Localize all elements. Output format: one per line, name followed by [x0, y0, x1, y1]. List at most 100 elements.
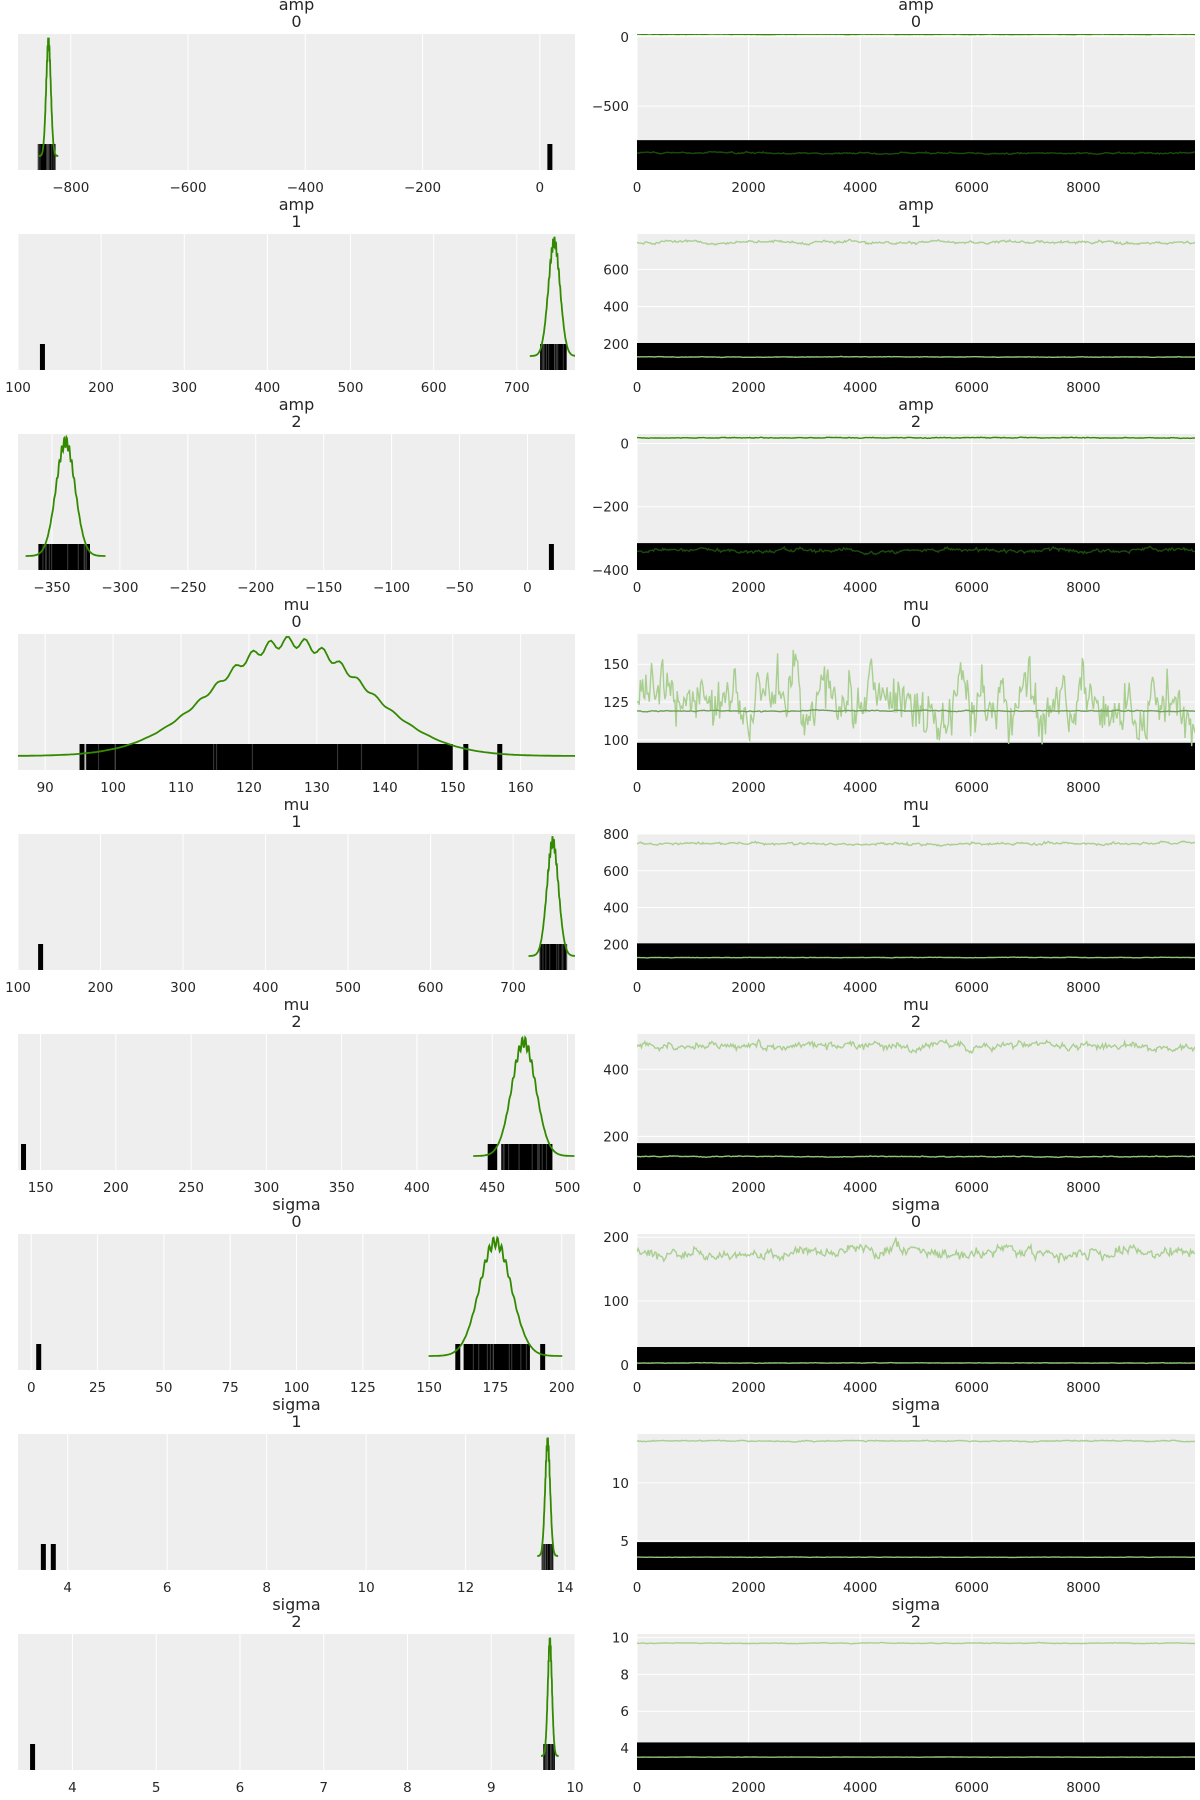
x-tick-label: 0 [633, 1580, 642, 1596]
x-tick-label: 400 [404, 1180, 430, 1196]
rug-dense [85, 744, 453, 770]
x-tick-label: 450 [479, 1180, 505, 1196]
x-tick-label: 0 [523, 580, 532, 596]
panel-title-var: sigma [272, 1195, 320, 1214]
x-tick-label: 120 [236, 780, 262, 796]
panel-title-var: amp [279, 0, 315, 14]
rug-bar [463, 744, 469, 770]
x-tick-label: 500 [338, 380, 364, 396]
x-tick-label: 140 [372, 780, 398, 796]
panel-title-var: amp [279, 195, 315, 214]
plot-area [30, 1637, 559, 1770]
trace-line [637, 1641, 1195, 1645]
x-tick-label: 100 [5, 980, 31, 996]
plot-area [25, 434, 554, 570]
trace-block [637, 742, 1195, 770]
x-tick-label: 300 [171, 380, 197, 396]
plot-area [637, 1237, 1195, 1370]
x-tick-label: 4000 [843, 180, 877, 196]
y-tick-label: 4 [620, 1741, 629, 1757]
x-tick-label: 130 [304, 780, 330, 796]
trace-block [637, 1542, 1195, 1570]
plot-background [18, 1434, 575, 1570]
x-tick-label: 500 [335, 980, 361, 996]
trace-line [637, 1155, 1195, 1159]
plot-area [39, 236, 575, 370]
plot-area [36, 1235, 563, 1370]
y-tick-label: 400 [603, 300, 629, 316]
x-tick-label: 75 [222, 1380, 239, 1396]
y-tick-label: 0 [620, 30, 629, 46]
y-tick-label: 200 [603, 1129, 629, 1145]
y-tick-label: 0 [620, 436, 629, 452]
kde-curve [38, 37, 59, 157]
y-tick-label: 5 [620, 1534, 629, 1550]
x-tick-label: 90 [37, 780, 54, 796]
x-tick-label: 4000 [843, 1380, 877, 1396]
x-tick-label: 500 [555, 1180, 581, 1196]
x-tick-label: 2000 [731, 780, 765, 796]
panel-title-var: sigma [892, 1195, 940, 1214]
x-tick-label: 8000 [1066, 580, 1100, 596]
trace-line [637, 238, 1195, 246]
trace-block [637, 1347, 1195, 1370]
x-tick-label: 4 [63, 1580, 72, 1596]
x-tick-label: 200 [88, 980, 114, 996]
x-tick-label: 150 [440, 780, 466, 796]
y-tick-label: 200 [603, 1230, 629, 1246]
rug-bar [36, 1344, 42, 1370]
x-tick-label: 6 [236, 1780, 245, 1796]
trace-line [637, 150, 1195, 156]
plot-area [40, 1437, 559, 1570]
x-tick-label: −350 [33, 580, 70, 596]
trace-panel-mu-1: mu1 0 2000 4000 6000 8000 200 400 600 800 [603, 795, 1195, 996]
y-tick-label: 600 [603, 262, 629, 278]
trace-line [637, 708, 1195, 713]
x-tick-label: 50 [155, 1380, 172, 1396]
x-tick-label: 4 [68, 1780, 77, 1796]
kde-curve [537, 1437, 559, 1557]
x-tick-label: 8000 [1066, 380, 1100, 396]
trace-line [637, 436, 1195, 440]
x-tick-label: 12 [457, 1580, 474, 1596]
y-tick-label: 100 [603, 1294, 629, 1310]
kde-curve [540, 1637, 559, 1757]
trace-line [637, 1439, 1195, 1443]
y-tick-label: 600 [603, 864, 629, 880]
panel-title-var: mu [903, 795, 929, 814]
x-tick-label: 6000 [955, 180, 989, 196]
x-tick-label: 6000 [955, 1780, 989, 1796]
panel-title-index: 2 [911, 1012, 921, 1031]
x-tick-label: 150 [416, 1380, 442, 1396]
trace-line [637, 1361, 1195, 1365]
x-tick-label: 700 [504, 380, 530, 396]
rug-dense [38, 544, 91, 570]
x-tick-label: 110 [168, 780, 194, 796]
x-tick-label: 200 [549, 1380, 575, 1396]
x-tick-label: 200 [103, 1180, 129, 1196]
kde-panel-mu-0: mu0 90 100 110 120 130 140 150 160 [18, 595, 575, 796]
panel-title-index: 1 [911, 1412, 921, 1431]
x-tick-label: 7 [319, 1780, 328, 1796]
x-tick-label: 4000 [843, 380, 877, 396]
plot-area [18, 635, 575, 770]
x-tick-label: 0 [633, 1180, 642, 1196]
x-tick-label: 4000 [843, 780, 877, 796]
rug-dense [463, 1344, 530, 1370]
x-tick-label: 8000 [1066, 1380, 1100, 1396]
trace-block [637, 943, 1195, 970]
trace-line [637, 956, 1195, 959]
panel-title-index: 0 [911, 612, 921, 631]
trace-line [637, 545, 1195, 556]
kde-curve [528, 836, 575, 957]
x-tick-label: 0 [633, 780, 642, 796]
x-tick-label: 25 [89, 1380, 106, 1396]
plot-background [18, 234, 575, 370]
kde-panel-mu-2: mu2 150 200 250 300 350 400 450 500 [18, 995, 580, 1196]
plot-background [18, 1634, 575, 1770]
plot-area [637, 1641, 1195, 1770]
x-tick-label: 6000 [955, 780, 989, 796]
plot-background [18, 1034, 575, 1170]
